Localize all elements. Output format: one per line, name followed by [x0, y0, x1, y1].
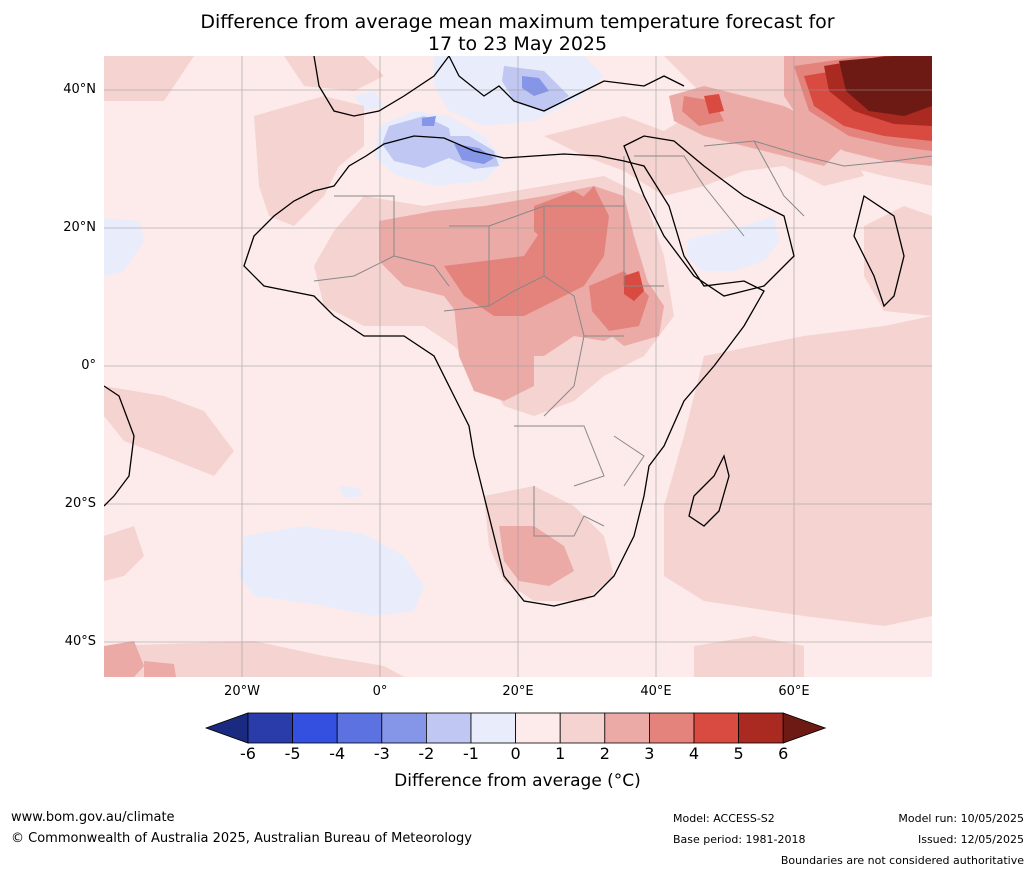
colorbar-tick-label: -3	[373, 744, 390, 763]
colorbar-tick-label: -2	[418, 744, 435, 763]
colorbar-tick-label: -6	[240, 744, 256, 763]
colorbar-segment	[738, 712, 784, 744]
colorbar-tick-label: 5	[733, 744, 744, 763]
colorbar-tick-label: -4	[329, 744, 346, 763]
lon-label-60e: 60°E	[778, 684, 810, 699]
footer-disclaimer: Boundaries are not considered authoritat…	[780, 854, 1024, 867]
lon-label-20e: 20°E	[502, 684, 534, 699]
footer-website: www.bom.gov.au/climate	[11, 810, 175, 825]
lon-label-40e: 40°E	[640, 684, 672, 699]
footer-issued: Issued: 12/05/2025	[917, 833, 1024, 846]
lat-label-20s: 20°S	[64, 496, 96, 511]
colorbar-segment	[648, 712, 695, 744]
colorbar-label: Difference from average (°C)	[394, 771, 641, 791]
colorbar-segment	[515, 712, 561, 744]
colorbar-segment	[604, 712, 650, 744]
colorbar-tick-label: 0	[510, 744, 521, 763]
colorbar-segment	[559, 712, 606, 744]
lat-label-20n: 20°N	[63, 220, 96, 235]
colorbar-extend-high	[782, 712, 827, 744]
map-title-line2: 17 to 23 May 2025	[427, 33, 608, 55]
country-borders	[313, 140, 932, 537]
colorbar-segments	[204, 712, 827, 744]
colorbar-segment	[693, 712, 739, 744]
colorbar-segment	[470, 712, 516, 744]
colorbar-tick-label: 2	[599, 744, 610, 763]
map-title-line1: Difference from average mean maximum tem…	[200, 11, 835, 33]
colorbar-segment	[292, 712, 338, 744]
lat-label-40s: 40°S	[64, 634, 96, 649]
colorbar-segment	[381, 712, 427, 744]
colorbar-tick-label: 1	[555, 744, 566, 763]
colorbar	[204, 712, 827, 744]
colorbar-tick-label: -5	[284, 744, 301, 763]
footer-model-run: Model run: 10/05/2025	[898, 812, 1024, 825]
colorbar-tick-label: 3	[644, 744, 655, 763]
lat-label-0: 0°	[81, 358, 96, 373]
footer-base-period: Base period: 1981-2018	[673, 833, 806, 846]
footer-model: Model: ACCESS-S2	[673, 812, 775, 825]
lon-label-20w: 20°W	[224, 684, 260, 699]
colorbar-tick-label: 4	[688, 744, 700, 763]
colorbar-segment	[425, 712, 472, 744]
gridlines	[104, 56, 932, 677]
lon-label-0: 0°	[372, 684, 388, 699]
anomaly-map	[104, 56, 932, 677]
colorbar-segment	[336, 712, 383, 744]
colorbar-extend-low	[204, 712, 249, 744]
footer-copyright: © Commonwealth of Australia 2025, Austra…	[11, 831, 472, 846]
colorbar-tick-label: -1	[463, 744, 479, 763]
coastlines	[104, 56, 905, 607]
lat-label-40n: 40°N	[63, 82, 96, 97]
colorbar-tick-label: 6	[778, 744, 789, 763]
colorbar-segment	[247, 712, 293, 744]
